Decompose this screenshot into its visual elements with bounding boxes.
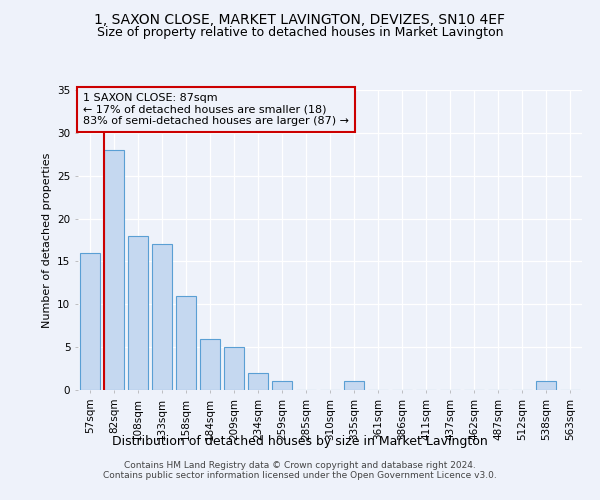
Bar (536, 382, 556, 390)
Text: Distribution of detached houses by size in Market Lavington: Distribution of detached houses by size … (112, 435, 488, 448)
Text: Size of property relative to detached houses in Market Lavington: Size of property relative to detached ho… (97, 26, 503, 39)
Bar (248, 373, 268, 390)
Y-axis label: Number of detached properties: Number of detached properties (41, 152, 52, 328)
Bar (104, 150, 124, 390)
Bar (224, 347, 244, 390)
Text: 1 SAXON CLOSE: 87sqm
← 17% of detached houses are smaller (18)
83% of semi-detac: 1 SAXON CLOSE: 87sqm ← 17% of detached h… (83, 93, 349, 126)
Bar (200, 338, 220, 390)
Bar (272, 382, 292, 390)
Bar (128, 236, 148, 390)
Bar (80, 253, 100, 390)
Text: Contains HM Land Registry data © Crown copyright and database right 2024.
Contai: Contains HM Land Registry data © Crown c… (103, 460, 497, 480)
Bar (152, 244, 172, 390)
Text: 1, SAXON CLOSE, MARKET LAVINGTON, DEVIZES, SN10 4EF: 1, SAXON CLOSE, MARKET LAVINGTON, DEVIZE… (95, 12, 505, 26)
Bar (344, 382, 364, 390)
Bar (176, 296, 196, 390)
